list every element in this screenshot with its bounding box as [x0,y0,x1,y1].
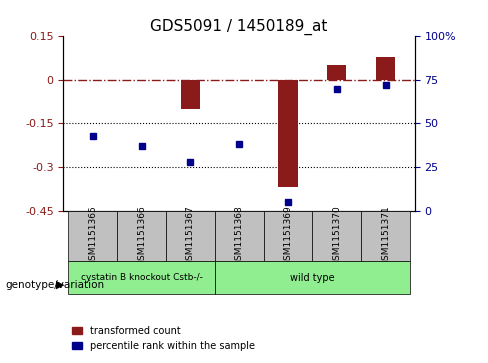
Bar [376,57,395,80]
FancyBboxPatch shape [215,211,264,261]
FancyBboxPatch shape [361,211,410,261]
FancyBboxPatch shape [68,211,117,261]
FancyBboxPatch shape [68,261,215,294]
Text: GSM1151369: GSM1151369 [284,205,292,266]
Text: wild type: wild type [290,273,335,283]
FancyBboxPatch shape [117,211,166,261]
Text: GSM1151371: GSM1151371 [381,205,390,266]
Bar [327,65,346,80]
FancyBboxPatch shape [215,261,410,294]
Legend: transformed count, percentile rank within the sample: transformed count, percentile rank withi… [68,322,259,355]
FancyBboxPatch shape [166,211,215,261]
Text: GSM1151368: GSM1151368 [235,205,244,266]
FancyBboxPatch shape [264,211,312,261]
Text: GSM1151365: GSM1151365 [88,205,97,266]
Bar [181,80,200,109]
Text: GSM1151367: GSM1151367 [186,205,195,266]
Text: cystatin B knockout Cstb-/-: cystatin B knockout Cstb-/- [81,273,203,282]
Text: GSM1151370: GSM1151370 [332,205,341,266]
Text: ▶: ▶ [56,280,64,290]
Text: GSM1151366: GSM1151366 [137,205,146,266]
Bar [278,80,298,187]
Title: GDS5091 / 1450189_at: GDS5091 / 1450189_at [150,19,328,35]
Text: genotype/variation: genotype/variation [5,280,104,290]
FancyBboxPatch shape [312,211,361,261]
